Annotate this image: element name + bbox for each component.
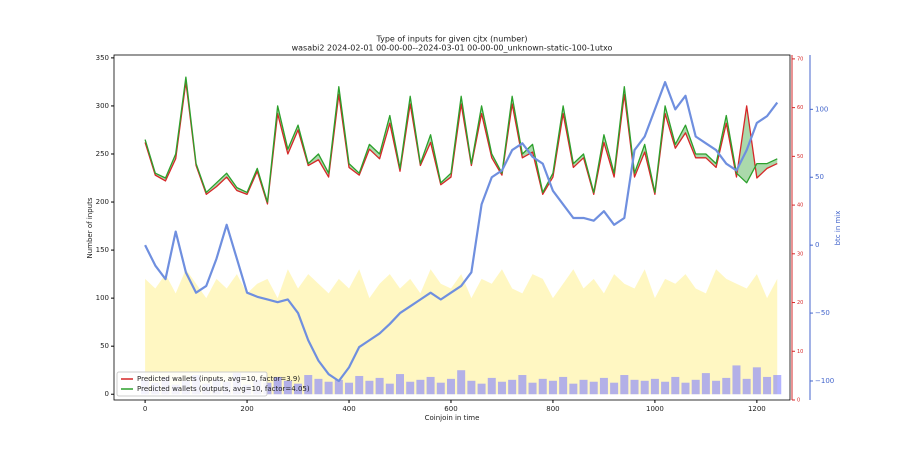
bar [630,379,639,395]
bar [304,375,313,395]
bar [396,374,404,395]
y-tick-label: 150 [96,246,109,254]
bar [334,379,343,395]
line [144,81,778,205]
bar [345,382,354,395]
x-tick-label: 800 [546,405,559,413]
y2-tick-label: 0 [797,398,800,404]
y3-tick-label: 50 [815,173,824,181]
x-tick-label: 1200 [748,405,766,413]
y2-tick-label: 70 [797,56,803,62]
y2-tick-label: 60 [797,105,803,111]
bar [661,381,670,395]
y-tick-label: 250 [96,150,109,158]
bar [742,378,751,395]
bar [599,377,608,395]
bar [355,375,364,395]
y3-tick-label: −50 [815,309,830,317]
bar [691,379,700,395]
bar [640,380,649,395]
y2-tick-label: 10 [797,349,803,355]
legend-box [116,371,268,397]
bar [497,381,506,395]
bar [487,377,496,395]
bar [763,376,772,395]
bar [446,378,455,395]
bar [671,376,680,395]
y-tick-label: 0 [105,390,109,398]
bar [457,370,466,395]
bar [436,382,445,395]
y3-axis-label: btc in mix [834,211,842,246]
plot-frame [113,54,791,401]
y3-tick-label: 0 [815,241,819,249]
bar [283,380,292,395]
bar [701,373,710,395]
y-tick-label: 100 [96,294,109,302]
area [145,269,778,395]
bar [508,379,517,395]
bar [365,380,374,395]
bar [610,382,619,395]
bar [579,379,588,395]
x-tick-label: 200 [240,405,253,413]
bar [406,381,415,395]
bar [569,383,578,395]
x-tick-label: 400 [342,405,355,413]
chart-subtitle: wasabi2 2024-02-01 00-00-00--2024-03-01 … [292,44,613,53]
bar [528,382,537,395]
bar [294,383,303,395]
bar [722,377,731,395]
bar [426,376,435,395]
y2-tick-label: 50 [797,154,803,160]
line [144,76,778,203]
bar [712,380,721,395]
x-tick-label: 0 [143,405,147,413]
bar [589,381,598,395]
x-tick-label: 1000 [646,405,664,413]
bar [385,383,394,395]
bar [477,383,486,395]
bar [650,378,659,395]
bar [681,382,690,395]
x-axis-label: Coinjoin in time [425,414,480,422]
y-tick-label: 200 [96,198,109,206]
legend-label: Predicted wallets (inputs, avg=10, facto… [137,375,300,383]
y-tick-label: 350 [96,54,109,62]
y2-tick-label: 40 [797,203,803,209]
bar [538,378,547,395]
bar [559,376,568,395]
bar [732,365,741,395]
y3-tick-label: 100 [815,105,828,113]
y2-tick-label: 30 [797,251,803,257]
bar [314,378,323,395]
x-tick-label: 600 [444,405,457,413]
bar [752,367,761,395]
bar [548,380,557,395]
legend-label: Predicted wallets (outputs, avg=10, fact… [137,385,310,393]
line [144,81,779,383]
y-tick-label: 50 [100,342,109,350]
bar [518,375,527,395]
bar [773,375,782,395]
bar [620,375,629,395]
bar [324,381,333,395]
y2-tick-label: 20 [797,300,803,306]
y-tick-label: 300 [96,102,109,110]
bar [375,377,384,395]
y-axis-label: Number of inputs [86,197,94,258]
bar [416,379,425,395]
bar [467,380,476,395]
chart-title: Type of inputs for given cjtx (number) [375,35,527,44]
bar [273,376,282,395]
y3-tick-label: −100 [815,377,834,385]
